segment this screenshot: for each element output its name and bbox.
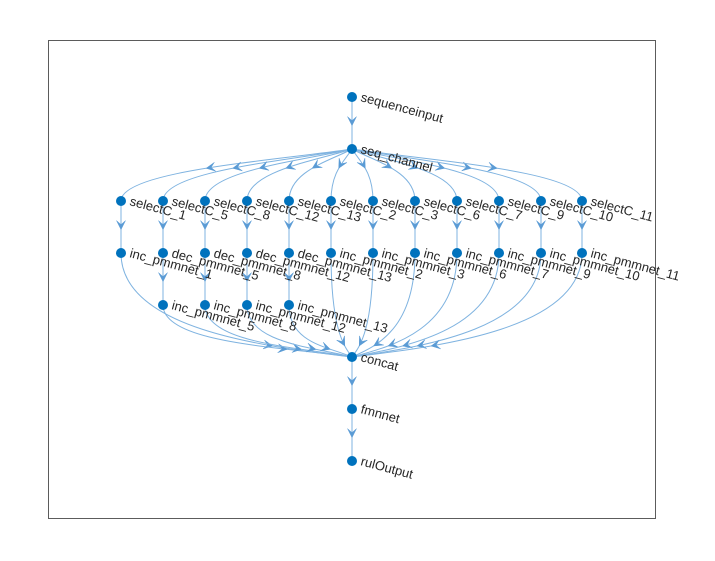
arrowhead-seq_channel-to-selectC_9: [434, 161, 446, 171]
arrowhead-selectC_10-to-inc_pmmnet_10: [536, 220, 546, 231]
arrowhead-dec_pmmnet_5-to-inc_pmmnet_5: [158, 272, 168, 283]
edge-inc_pmmnet_11-to-concat: [351, 252, 583, 358]
node-dec_pmmnet_5[interactable]: [158, 248, 168, 258]
arrowhead-selectC_7-to-inc_pmmnet_7: [452, 220, 462, 231]
edge-inc_pmmnet_13-to-concat: [288, 304, 353, 358]
node-concat[interactable]: [347, 352, 357, 362]
node-selectC_10[interactable]: [536, 196, 546, 206]
node-selectC_7[interactable]: [452, 196, 462, 206]
arrowhead-inc_pmmnet_7-to-concat: [387, 338, 399, 348]
arrowhead-seq_channel-to-selectC_6: [381, 159, 393, 169]
arrowhead-selectC_2-to-inc_pmmnet_2: [326, 220, 336, 231]
node-inc_pmmnet_7[interactable]: [452, 248, 462, 258]
node-inc_pmmnet_8[interactable]: [200, 300, 210, 310]
node-seq_channel[interactable]: [347, 144, 357, 154]
arrowhead-selectC_1-to-inc_pmmnet_1: [116, 220, 126, 231]
arrowhead-selectC_6-to-inc_pmmnet_6: [410, 220, 420, 231]
arrowhead-inc_pmmnet_6-to-concat: [373, 337, 384, 347]
node-sequenceinput[interactable]: [347, 92, 357, 102]
node-selectC_3[interactable]: [368, 196, 378, 206]
edge-inc_pmmnet_9-to-concat: [351, 252, 500, 358]
arrowhead-inc_pmmnet_8-to-concat: [291, 343, 303, 353]
node-selectC_8[interactable]: [200, 196, 210, 206]
node-inc_pmmnet_3[interactable]: [368, 248, 378, 258]
node-inc_pmmnet_6[interactable]: [410, 248, 420, 258]
arrowhead-seq_channel-to-selectC_7: [408, 160, 419, 170]
edge-inc_pmmnet_7-to-concat: [351, 252, 458, 358]
node-selectC_6[interactable]: [410, 196, 420, 206]
arrowhead-fmnnet-to-rulOutput: [347, 428, 357, 439]
arrowhead-seq_channel-to-selectC_3: [356, 158, 366, 169]
arrowhead-selectC_13-to-dec_pmmnet_13: [284, 220, 294, 231]
arrowhead-inc_pmmnet_3-to-concat: [358, 335, 368, 347]
arrowhead-inc_pmmnet_2-to-concat: [336, 335, 346, 347]
arrowhead-concat-to-fmnnet: [347, 376, 357, 387]
arrowhead-selectC_12-to-dec_pmmnet_12: [242, 220, 252, 231]
node-dec_pmmnet_8[interactable]: [200, 248, 210, 258]
arrowhead-dec_pmmnet_12-to-inc_pmmnet_12: [242, 272, 252, 283]
edge-inc_pmmnet_12-to-concat: [246, 304, 353, 358]
node-rulOutput[interactable]: [347, 456, 357, 466]
node-label-seq_channel: seq_channel: [359, 141, 434, 175]
node-selectC_13[interactable]: [284, 196, 294, 206]
node-dec_pmmnet_12[interactable]: [242, 248, 252, 258]
arrowhead-seq_channel-to-selectC_11: [487, 162, 498, 172]
node-selectC_2[interactable]: [326, 196, 336, 206]
node-selectC_9[interactable]: [494, 196, 504, 206]
arrowhead-seq_channel-to-selectC_1: [205, 162, 216, 172]
node-label-sequenceinput: sequenceinput: [359, 89, 445, 125]
arrowhead-seq_channel-to-selectC_12: [285, 160, 296, 170]
arrowhead-selectC_5-to-dec_pmmnet_5: [158, 220, 168, 231]
node-selectC_1[interactable]: [116, 196, 126, 206]
edge-inc_pmmnet_6-to-concat: [351, 252, 416, 358]
node-inc_pmmnet_1[interactable]: [116, 248, 126, 258]
plot-frame: [48, 40, 656, 519]
arrowhead-selectC_11-to-inc_pmmnet_11: [577, 220, 587, 231]
node-inc_pmmnet_2[interactable]: [326, 248, 336, 258]
node-layer: [116, 92, 587, 466]
node-label-rulOutput: rulOutput: [359, 453, 415, 481]
node-selectC_11[interactable]: [577, 196, 587, 206]
arrowhead-selectC_9-to-inc_pmmnet_9: [494, 220, 504, 231]
arrowhead-sequenceinput-to-seq_channel: [347, 116, 357, 127]
node-dec_pmmnet_13[interactable]: [284, 248, 294, 258]
node-inc_pmmnet_13[interactable]: [284, 300, 294, 310]
node-inc_pmmnet_12[interactable]: [242, 300, 252, 310]
arrowhead-dec_pmmnet_13-to-inc_pmmnet_13: [284, 272, 294, 283]
arrowhead-inc_pmmnet_1-to-concat: [262, 339, 274, 350]
label-layer: sequenceinputseq_channelselectC_1selectC…: [128, 89, 681, 481]
arrowhead-seq_channel-to-selectC_8: [258, 161, 270, 171]
node-inc_pmmnet_5[interactable]: [158, 300, 168, 310]
arrowhead-dec_pmmnet_8-to-inc_pmmnet_8: [200, 272, 210, 283]
node-selectC_5[interactable]: [158, 196, 168, 206]
arrowhead-selectC_3-to-inc_pmmnet_3: [368, 220, 378, 231]
arrowhead-inc_pmmnet_11-to-concat: [430, 339, 441, 350]
node-fmnnet[interactable]: [347, 404, 357, 414]
arrowhead-seq_channel-to-selectC_2: [338, 158, 348, 169]
arrowhead-inc_pmmnet_13-to-concat: [320, 341, 331, 351]
node-inc_pmmnet_11[interactable]: [577, 248, 587, 258]
edge-inc_pmmnet_8-to-concat: [204, 304, 353, 358]
arrowhead-seq_channel-to-selectC_5: [232, 161, 243, 172]
node-inc_pmmnet_9[interactable]: [494, 248, 504, 258]
edge-inc_pmmnet_5-to-concat: [162, 304, 353, 358]
arrowhead-seq_channel-to-selectC_13: [311, 159, 323, 169]
node-selectC_12[interactable]: [242, 196, 252, 206]
edge-inc_pmmnet_10-to-concat: [351, 252, 542, 358]
arrowhead-selectC_8-to-dec_pmmnet_8: [200, 220, 210, 231]
node-label-concat: concat: [359, 349, 400, 374]
arrowhead-inc_pmmnet_12-to-concat: [306, 342, 317, 353]
edge-seq_channel-to-selectC_8: [204, 148, 353, 202]
node-label-fmnnet: fmnnet: [359, 401, 402, 426]
node-inc_pmmnet_10[interactable]: [536, 248, 546, 258]
